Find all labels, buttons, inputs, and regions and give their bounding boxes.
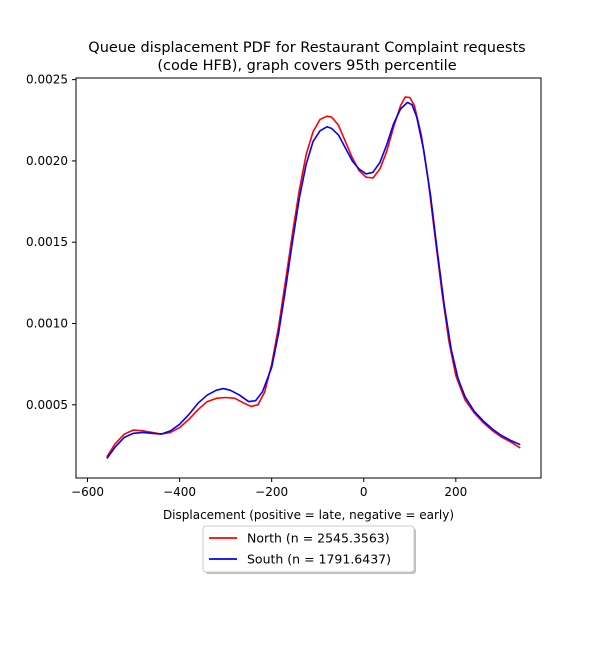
x-axis-label: Displacement (positive = late, negative … bbox=[163, 508, 454, 522]
y-tick-label: 0.0010 bbox=[26, 317, 68, 331]
x-tick-label: 0 bbox=[360, 485, 368, 499]
x-tick-label: 200 bbox=[444, 485, 467, 499]
y-tick-label: 0.0005 bbox=[26, 398, 68, 412]
plot-curves bbox=[106, 96, 521, 459]
plot-area bbox=[75, 77, 542, 479]
y-tick-label: 0.0025 bbox=[26, 73, 68, 87]
legend-box bbox=[202, 525, 415, 573]
chart-title-line-1: Queue displacement PDF for Restaurant Co… bbox=[88, 40, 525, 56]
x-tick-label: −400 bbox=[163, 485, 196, 499]
y-tick-label: 0.0020 bbox=[26, 154, 68, 168]
x-axis: −600 −400 −200 0 200 bbox=[71, 478, 467, 499]
x-tick-label: −200 bbox=[255, 485, 288, 499]
chart-title: Queue displacement PDF for Restaurant Co… bbox=[88, 40, 525, 74]
y-axis: 0.0005 0.0010 0.0015 0.0020 0.0025 bbox=[26, 73, 76, 412]
series-line-north bbox=[106, 96, 521, 458]
legend: North (n = 2545.3563) South (n = 1791.643… bbox=[202, 525, 416, 574]
legend-entry-label: South (n = 1791.6437) bbox=[247, 552, 391, 567]
series-line-south bbox=[106, 101, 521, 459]
x-tick-label: −600 bbox=[71, 485, 104, 499]
chart-title-line-2: (code HFB), graph covers 95th percentile bbox=[157, 58, 456, 74]
y-tick-label: 0.0015 bbox=[26, 235, 68, 249]
legend-entry-label: North (n = 2545.3563) bbox=[247, 531, 390, 546]
